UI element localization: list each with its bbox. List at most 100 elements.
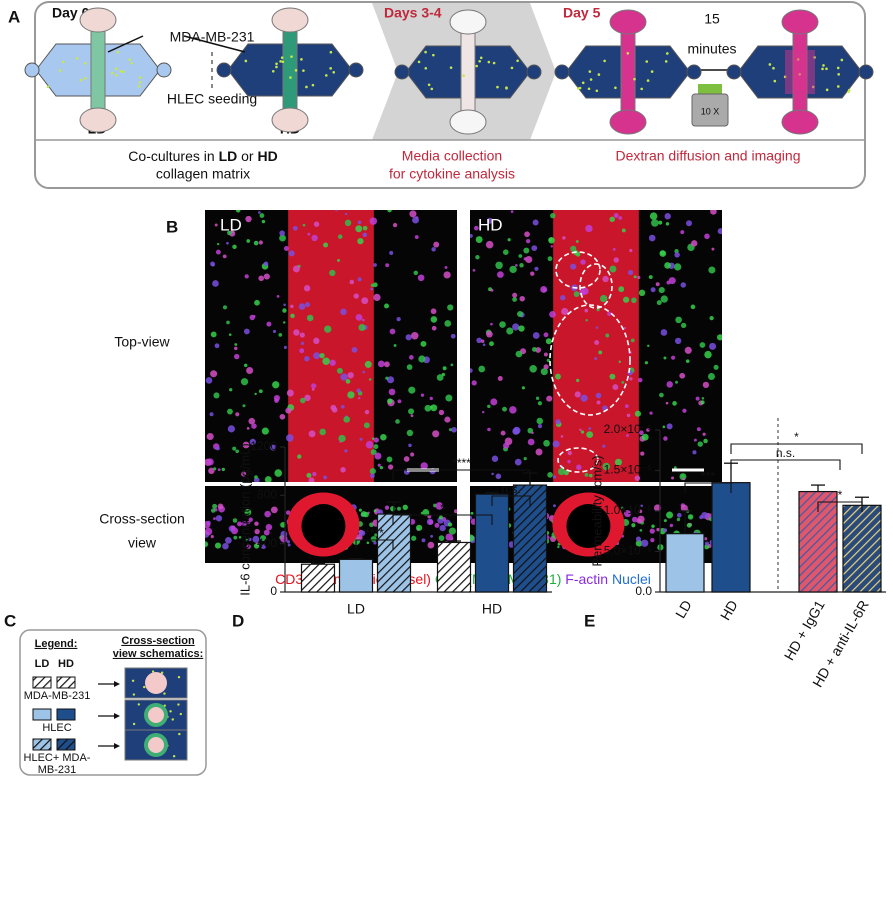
cell: [285, 407, 292, 414]
cell: [397, 506, 401, 511]
cell: [543, 332, 549, 338]
schematics-title: Cross-section: [121, 635, 195, 647]
cell: [595, 392, 602, 399]
cell-dot: [281, 60, 285, 64]
significance-label: *: [838, 488, 843, 502]
cell: [373, 293, 381, 302]
cell: [659, 392, 664, 398]
cell: [323, 475, 328, 480]
cell: [387, 398, 393, 404]
cell: [324, 325, 332, 333]
cell: [557, 545, 560, 549]
cell: [640, 539, 649, 547]
cell: [546, 358, 550, 363]
cell: [637, 515, 645, 523]
cell: [680, 322, 687, 329]
cell: [323, 242, 329, 248]
cell: [258, 275, 265, 282]
time-unit: minutes: [687, 41, 736, 57]
cell: [406, 364, 413, 370]
cell: [605, 333, 610, 338]
cell-dot: [289, 76, 292, 79]
caption: Media collection: [402, 148, 502, 164]
cell: [656, 300, 662, 306]
y-tick-label: 2.0×10⁻⁵: [604, 422, 652, 436]
cell: [623, 327, 626, 330]
cell: [408, 386, 416, 394]
cell: [453, 509, 457, 514]
cell: [447, 522, 453, 527]
cell: [693, 438, 697, 442]
cell: [540, 368, 548, 376]
cell: [609, 216, 615, 223]
cell: [448, 428, 453, 432]
cell: [444, 320, 452, 327]
cell: [298, 303, 306, 310]
cell: [229, 388, 233, 392]
cell: [205, 521, 211, 529]
cell: [618, 216, 623, 220]
cluster-outline: [555, 251, 601, 289]
cell: [709, 515, 712, 518]
y-axis-label: IL-6 concentration (pg/mL): [237, 443, 252, 595]
legend-text: HLEC: [42, 722, 72, 734]
cell: [258, 389, 263, 394]
cell: [389, 250, 394, 255]
cell: [340, 373, 348, 381]
cell-dot: [290, 55, 293, 58]
bar: [842, 504, 882, 593]
cell: [638, 509, 643, 514]
cell: [448, 527, 457, 535]
cell: [633, 275, 637, 279]
cell: [242, 441, 250, 449]
cell: [297, 454, 302, 459]
cell: [221, 467, 225, 472]
cell: [387, 210, 392, 213]
cell: [676, 512, 682, 518]
cell: [344, 212, 348, 216]
schematic-lumen: [145, 672, 167, 694]
cell: [680, 504, 688, 512]
cell: [212, 280, 219, 287]
cell: [702, 381, 710, 389]
cell: [629, 248, 633, 253]
cell: [550, 245, 554, 248]
cell: [660, 295, 668, 303]
cell: [357, 220, 362, 225]
pointer: [107, 35, 144, 53]
cell-dot: [84, 77, 87, 80]
cell: [411, 535, 417, 541]
cell: [383, 361, 390, 368]
cell: [589, 473, 593, 478]
channel: [620, 27, 636, 117]
caption-part: Co-cultures in: [128, 148, 214, 164]
day-label: Days 3-4: [384, 5, 442, 21]
cell: [414, 235, 419, 239]
cell: [274, 398, 279, 403]
cell: [222, 542, 229, 550]
cell: [373, 509, 377, 513]
schematic-cell: [172, 754, 176, 758]
lumen: [301, 504, 346, 549]
cell: [213, 467, 217, 471]
port: [526, 64, 542, 80]
cell: [357, 237, 364, 245]
cell: [609, 265, 617, 273]
cell-dot: [492, 61, 496, 65]
cell: [521, 386, 525, 390]
cell: [217, 503, 224, 510]
cell: [209, 412, 214, 417]
panel-label: C: [4, 611, 16, 630]
port: [156, 62, 172, 78]
cell: [451, 427, 457, 433]
cell: [585, 319, 588, 322]
cell: [515, 264, 518, 267]
legend-label: HLEC+ MDA-MB-231: [24, 752, 91, 776]
cell: [691, 240, 698, 247]
cell: [701, 511, 709, 519]
cell: [649, 411, 653, 415]
image-label: HD: [478, 215, 503, 234]
row-label: Top-view: [114, 334, 170, 350]
legend-swatch: [32, 738, 52, 751]
cell: [602, 462, 611, 471]
